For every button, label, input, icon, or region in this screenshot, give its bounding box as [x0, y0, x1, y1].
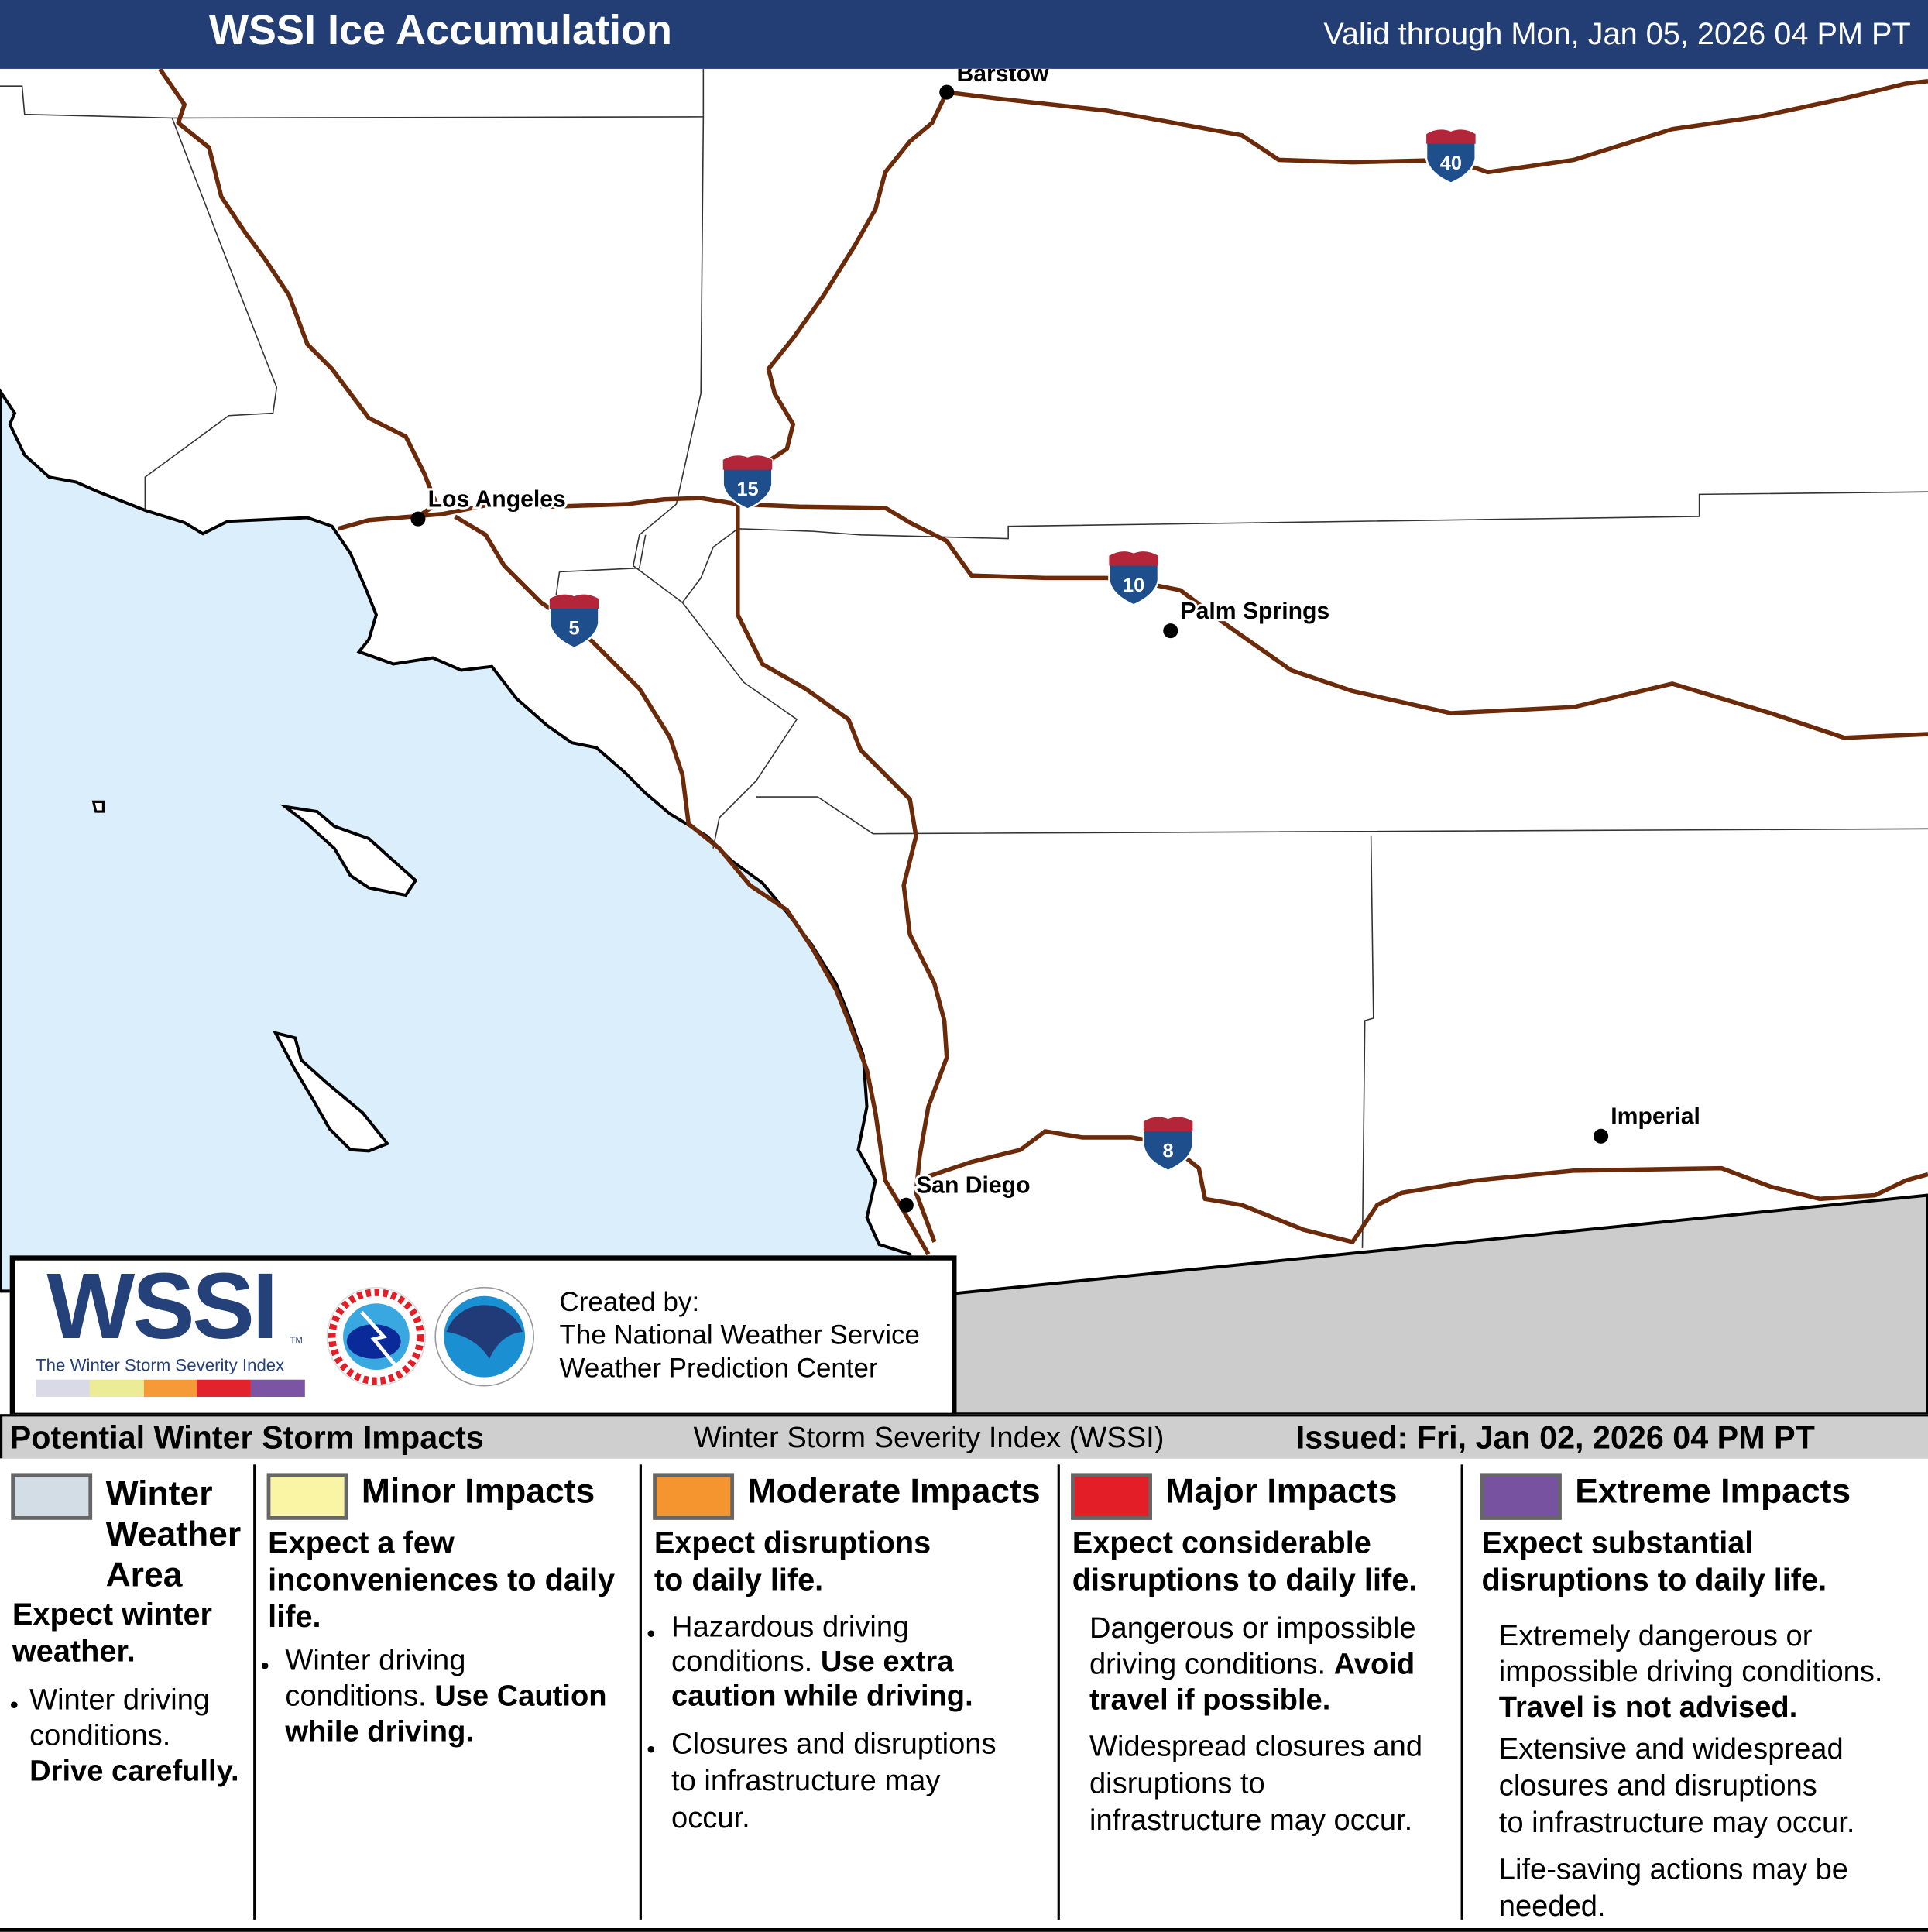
legend-winter-weather-area: Winter Weather Area Expect winter weather. …: [0, 1458, 253, 1920]
category-text: Winter driving conditions. Use Caution whi…: [285, 1644, 607, 1749]
category-text: Life-saving actions may be needed.: [1498, 1853, 1849, 1923]
city-dot-san-diego: [898, 1197, 914, 1213]
bullet: •: [9, 1692, 19, 1720]
noaa-logo-icon: [434, 1286, 534, 1387]
color-swatch: [11, 1473, 93, 1520]
legend-extreme-impacts: Extreme Impacts Expect substantial disrup…: [1463, 1458, 1928, 1923]
divider: [639, 1464, 642, 1920]
wssi-subtitle: The Winter Storm Severity Index: [36, 1354, 285, 1375]
color-swatch: [653, 1473, 735, 1520]
scale-color-segment: [251, 1379, 305, 1397]
category-text: Extremely dangerous or impossible driving…: [1498, 1619, 1883, 1724]
scale-color-segment: [143, 1379, 197, 1397]
bullet: •: [647, 1736, 656, 1764]
wssi-logo: WSSI: [46, 1254, 278, 1359]
impact-legend: Winter Weather Area Expect winter weather. …: [0, 1458, 1928, 1932]
valid-through: Valid through Mon, Jan 05, 2026 04 PM PT: [1323, 17, 1911, 52]
org-wpc: Weather Prediction Center: [559, 1352, 878, 1384]
category-title: Major Impacts: [1165, 1471, 1398, 1511]
category-text: Closures and disruptions to infrastructur…: [671, 1728, 997, 1835]
interstate-5-shield-icon: 5: [548, 593, 600, 650]
impacts-heading: Potential Winter Storm Impacts: [9, 1419, 484, 1457]
color-swatch: [1480, 1473, 1562, 1520]
bullet: •: [647, 1620, 656, 1648]
divider: [253, 1464, 256, 1920]
city-label-imperial: Imperial: [1611, 1103, 1700, 1129]
county-borders: [0, 68, 1928, 1248]
header: WSSI Ice Accumulation Valid through Mon,…: [0, 0, 1928, 69]
info-bar: Potential Winter Storm Impacts Winter St…: [0, 1414, 1928, 1461]
category-text: Dangerous or impossible driving condition…: [1089, 1611, 1416, 1717]
map: Barstow Los Angeles Palm Springs San Die…: [0, 68, 1928, 1415]
legend-major-impacts: Major Impacts Expect considerable disrupt…: [1060, 1458, 1461, 1920]
color-swatch: [266, 1473, 348, 1520]
interstate-number: 10: [1123, 575, 1144, 596]
scale-color-segment: [36, 1379, 90, 1397]
category-text: Widespread closures and disruptions to inf…: [1089, 1730, 1423, 1838]
interstate-number: 40: [1440, 153, 1462, 174]
category-text: Hazardous driving conditions. Use extra ca…: [671, 1611, 973, 1714]
category-heading: Expect substantial disruptions to daily l…: [1481, 1525, 1827, 1597]
issued-time: Issued: Fri, Jan 02, 2026 04 PM PT: [1295, 1419, 1815, 1457]
category-title: Winter Weather Area: [105, 1474, 242, 1594]
interstate-10-shield-icon: 10: [1108, 550, 1160, 606]
category-title: Moderate Impacts: [747, 1471, 1041, 1511]
island: [272, 1030, 390, 1153]
divider: [1460, 1464, 1463, 1920]
ocean: [0, 388, 918, 1293]
island: [280, 804, 418, 897]
city-label-san-diego: San Diego: [916, 1172, 1030, 1198]
city-label-palm-springs: Palm Springs: [1180, 599, 1329, 624]
bullet: •: [260, 1652, 269, 1680]
category-heading: Expect considerable disruptions to daily …: [1072, 1525, 1418, 1597]
category-heading: Expect a few inconveniences to daily life.: [268, 1525, 616, 1635]
color-swatch: [1071, 1473, 1152, 1520]
city-label-barstow: Barstow: [956, 69, 1049, 87]
org-nws: The National Weather Service: [559, 1319, 920, 1350]
divider: [1057, 1464, 1060, 1920]
interstate-number: 8: [1163, 1140, 1174, 1162]
interstate-number: 5: [569, 617, 580, 639]
city-label-los-angeles: Los Angeles: [428, 486, 566, 512]
legend-moderate-impacts: Moderate Impacts Expect disruptions to da…: [642, 1458, 1058, 1920]
nws-logo-icon: [326, 1286, 427, 1387]
logo-box: WSSI TM The Winter Storm Severity Index …: [9, 1254, 957, 1418]
city-dot-barstow: [939, 84, 955, 100]
category-title: Extreme Impacts: [1575, 1471, 1851, 1511]
interstate-8-shield-icon: 8: [1142, 1116, 1194, 1172]
created-by-label: Created by:: [559, 1286, 700, 1317]
category-heading: Expect disruptions to daily life.: [654, 1525, 931, 1597]
island: [91, 800, 105, 813]
legend-minor-impacts: Minor Impacts Expect a few inconveniences…: [256, 1458, 639, 1920]
index-name: Winter Storm Severity Index (WSSI): [693, 1421, 1165, 1455]
city-dot-palm-springs: [1163, 623, 1178, 639]
scale-color-segment: [197, 1379, 252, 1397]
category-text: Extensive and widespread closures and dis…: [1498, 1732, 1855, 1840]
category-title: Minor Impacts: [361, 1471, 595, 1511]
city-dot-los-angeles: [410, 511, 426, 527]
map-title: WSSI Ice Accumulation: [208, 7, 672, 54]
interstate-40-shield-icon: 40: [1425, 129, 1477, 184]
interstate-shields: 40 15 10 5 8: [548, 129, 1477, 1172]
category-heading: Expect winter weather.: [12, 1597, 213, 1669]
scale-color-segment: [89, 1379, 144, 1397]
created-by: Created by: The National Weather Service…: [560, 1285, 920, 1385]
cities: Barstow Los Angeles Palm Springs San Die…: [410, 69, 1703, 1213]
category-text: Winter driving conditions. Drive carefully…: [29, 1683, 239, 1788]
interstate-15-shield-icon: 15: [722, 455, 774, 510]
interstate-number: 15: [736, 479, 758, 500]
trademark: TM: [290, 1337, 303, 1346]
city-dot-imperial: [1594, 1128, 1609, 1144]
wssi-color-scale: [36, 1379, 305, 1397]
